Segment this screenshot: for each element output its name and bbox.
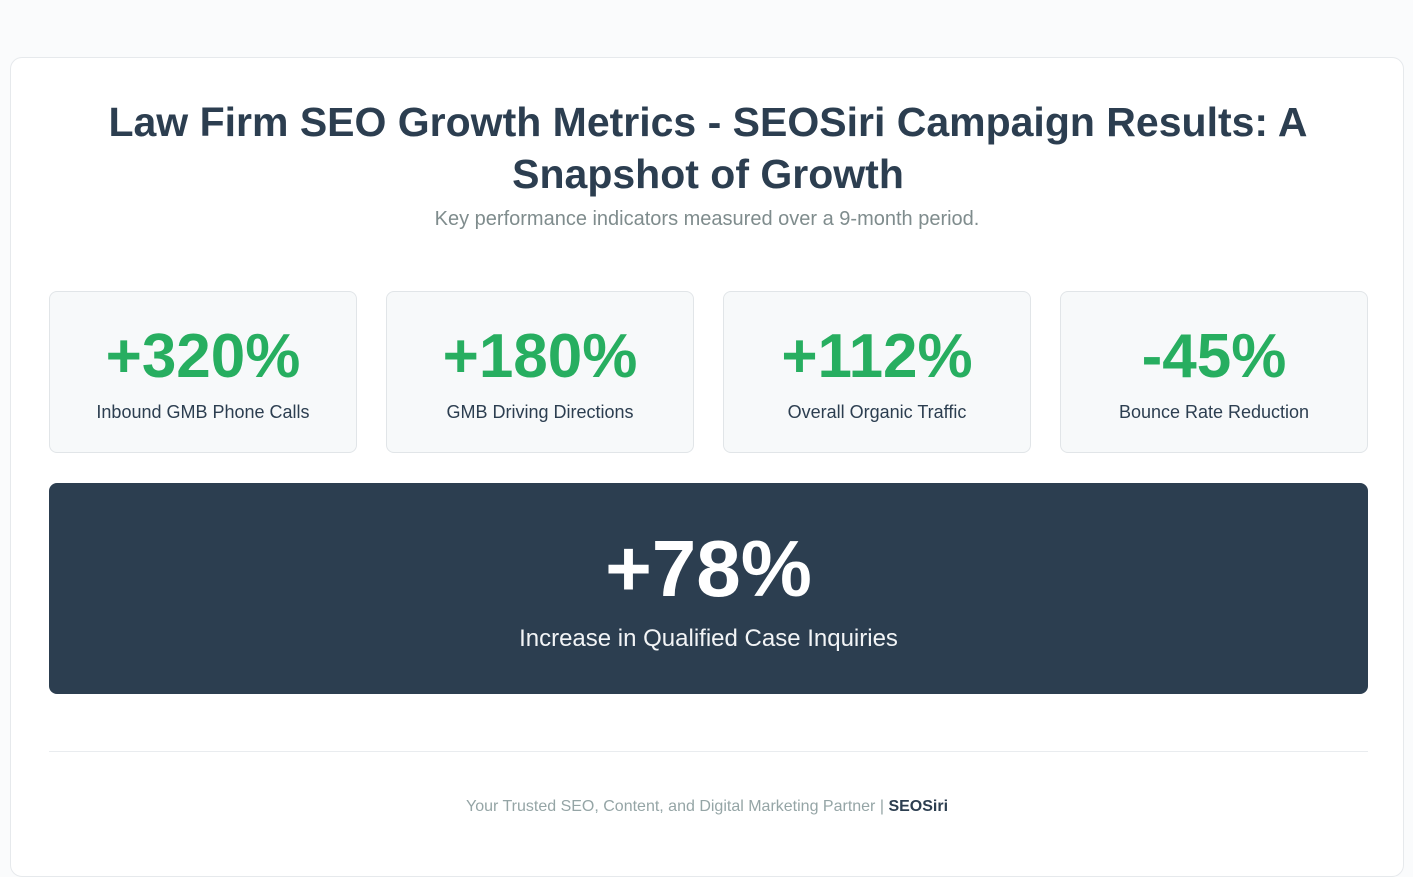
footer-text: Your Trusted SEO, Content, and Digital M…: [465, 798, 884, 815]
metric-label: Bounce Rate Reduction: [1118, 402, 1310, 422]
footer-brand: SEOSiri: [888, 798, 949, 815]
subtitle: Key performance indicators measured over…: [434, 208, 980, 230]
metric-value: +112%: [781, 322, 973, 391]
metric-label: Overall Organic Traffic: [787, 402, 967, 422]
divider: [49, 751, 1368, 752]
metric-card: -45% Bounce Rate Reduction: [1060, 291, 1368, 453]
metric-card: +112% Overall Organic Traffic: [723, 291, 1031, 453]
highlight-label: Increase in Qualified Case Inquiries: [519, 625, 898, 652]
metric-value: +180%: [442, 322, 638, 391]
metric-value: -45%: [1141, 322, 1287, 391]
metric-value: +320%: [105, 322, 301, 391]
highlight-card: +78% Increase in Qualified Case Inquirie…: [49, 483, 1368, 694]
metric-card: +320% Inbound GMB Phone Calls: [49, 291, 357, 453]
title: Law Firm SEO Growth Metrics - SEOSiri Ca…: [108, 99, 1308, 197]
metric-label: GMB Driving Directions: [446, 402, 634, 422]
highlight-value: +78%: [605, 524, 812, 613]
metric-label: Inbound GMB Phone Calls: [96, 402, 310, 422]
results-card: Law Firm SEO Growth Metrics - SEOSiri Ca…: [10, 57, 1404, 877]
footer: Your Trusted SEO, Content, and Digital M…: [11, 798, 1403, 816]
metric-card: +180% GMB Driving Directions: [386, 291, 694, 453]
